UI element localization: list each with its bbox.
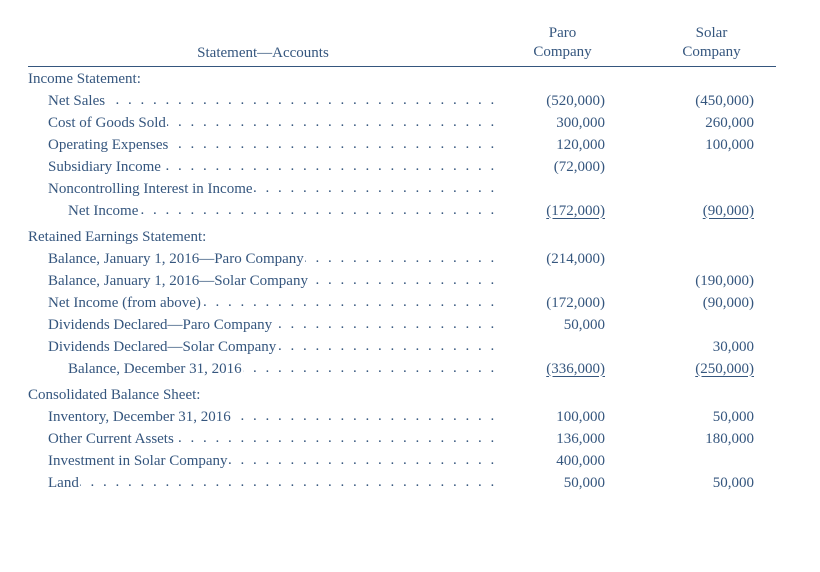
row-solar: 50,000 [647, 475, 776, 492]
header-col-solar: Solar Company [647, 24, 776, 62]
row-solar: (450,000) [647, 93, 776, 110]
retained-title: Retained Earnings Statement: [28, 229, 207, 245]
table-row: . . . . . . . . . . . . . . . . . . . . … [28, 339, 776, 361]
table-row: . . . . . . . . . . . . . . . . . . . . … [28, 159, 776, 181]
table-row: . . . . . . . . . . . . . . . . . . . . … [28, 475, 776, 497]
table-row: . . . . . . . . . . . . . . . . . . . . … [28, 317, 776, 339]
row-label: Operating Expenses [28, 137, 169, 153]
header-col-paro: Paro Company [498, 24, 627, 62]
financial-statement-table: Statement—Accounts Paro Company Solar Co… [0, 0, 820, 497]
header-solar-line2: Company [647, 43, 776, 62]
table-row: . . . . . . . . . . . . . . . . . . . . … [28, 273, 776, 295]
row-paro: 100,000 [498, 409, 627, 426]
row-paro: 50,000 [498, 317, 627, 334]
row-paro: 50,000 [498, 475, 627, 492]
row-label: Other Current Assets [28, 431, 175, 447]
row-label: Investment in Solar Company [28, 453, 229, 469]
row-label: Dividends Declared—Paro Company [28, 317, 273, 333]
row-label: Balance, January 1, 2016—Paro Company [28, 251, 305, 267]
row-label: Noncontrolling Interest in Income [28, 181, 254, 197]
table-row: . . . . . . . . . . . . . . . . . . . . … [28, 453, 776, 475]
row-paro: (172,000) [546, 203, 605, 219]
table-row: . . . . . . . . . . . . . . . . . . . . … [28, 93, 776, 115]
row-label: Subsidiary Income [28, 159, 162, 175]
table-row: . . . . . . . . . . . . . . . . . . . . … [28, 115, 776, 137]
row-paro: (72,000) [498, 159, 627, 176]
row-solar: (90,000) [703, 203, 754, 219]
row-label: Balance, January 1, 2016—Solar Company [28, 273, 309, 289]
row-solar: 100,000 [647, 137, 776, 154]
row-solar: (250,000) [695, 361, 754, 377]
header-solar-line1: Solar [647, 24, 776, 43]
section-title-balance: Consolidated Balance Sheet: [28, 387, 776, 409]
row-solar: (190,000) [647, 273, 776, 290]
section-title-retained: Retained Earnings Statement: [28, 229, 776, 251]
table-header-row: Statement—Accounts Paro Company Solar Co… [28, 24, 776, 67]
table-row-total: . . . . . . . . . . . . . . . . . . . . … [28, 203, 776, 225]
row-solar: 260,000 [647, 115, 776, 132]
table-row: . . . . . . . . . . . . . . . . . . . . … [28, 409, 776, 431]
income-title: Income Statement: [28, 71, 142, 87]
row-paro: (520,000) [498, 93, 627, 110]
row-label: Inventory, December 31, 2016 [28, 409, 232, 425]
row-label: Land [28, 475, 80, 491]
table-row: . . . . . . . . . . . . . . . . . . . . … [28, 181, 776, 203]
header-accounts-label: Statement—Accounts [28, 45, 498, 62]
row-label: Balance, December 31, 2016 [28, 361, 243, 377]
row-label: Dividends Declared—Solar Company [28, 339, 277, 355]
row-paro: (214,000) [498, 251, 627, 268]
row-paro: 136,000 [498, 431, 627, 448]
row-paro: (336,000) [546, 361, 605, 377]
row-solar: 180,000 [647, 431, 776, 448]
row-solar: (90,000) [647, 295, 776, 312]
row-label: Net Income [28, 203, 139, 219]
row-paro: (172,000) [498, 295, 627, 312]
row-label: Cost of Goods Sold [28, 115, 167, 131]
table-row: . . . . . . . . . . . . . . . . . . . . … [28, 431, 776, 453]
row-label: Net Income (from above) [28, 295, 202, 311]
row-paro: 400,000 [498, 453, 627, 470]
row-paro: 300,000 [498, 115, 627, 132]
row-label: Net Sales [28, 93, 106, 109]
table-row: . . . . . . . . . . . . . . . . . . . . … [28, 137, 776, 159]
section-title-income: Income Statement: [28, 71, 776, 93]
table-row: . . . . . . . . . . . . . . . . . . . . … [28, 295, 776, 317]
balance-title: Consolidated Balance Sheet: [28, 387, 201, 403]
header-paro-line2: Company [498, 43, 627, 62]
row-solar: 30,000 [647, 339, 776, 356]
row-paro: 120,000 [498, 137, 627, 154]
table-row-total: . . . . . . . . . . . . . . . . . . . . … [28, 361, 776, 383]
row-solar: 50,000 [647, 409, 776, 426]
header-paro-line1: Paro [498, 24, 627, 43]
table-row: . . . . . . . . . . . . . . . . . . . . … [28, 251, 776, 273]
